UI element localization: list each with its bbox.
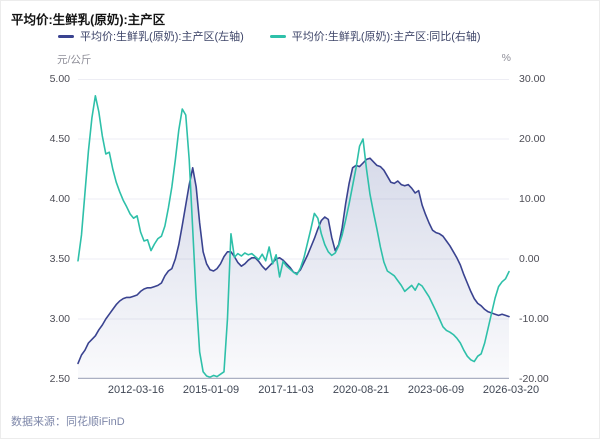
- right-axis-tick: 20.00: [519, 133, 546, 145]
- legend-item-price[interactable]: 平均价:生鲜乳(原奶):主产区(左轴): [58, 28, 244, 44]
- left-axis-tick: 3.50: [49, 253, 70, 265]
- data-source-note: 数据来源：同花顺iFinD: [11, 416, 125, 428]
- legend-label-price: 平均价:生鲜乳(原奶):主产区(左轴): [80, 31, 244, 43]
- left-axis-tick: 2.50: [49, 373, 70, 385]
- x-axis-tick: 2017-11-03: [258, 384, 314, 396]
- plot-area[interactable]: [77, 79, 510, 379]
- left-axis-tick: 4.00: [49, 193, 70, 205]
- x-axis-tick: 2026-03-20: [482, 384, 540, 396]
- legend-item-yoy[interactable]: 平均价:生鲜乳(原奶):主产区:同比(右轴): [269, 28, 481, 44]
- price-area-fill: [78, 158, 509, 379]
- left-axis-tick: 5.00: [49, 73, 70, 85]
- right-axis-tick: -20.00: [519, 373, 549, 385]
- page-title: 平均价:生鲜乳(原奶):主产区: [11, 13, 166, 27]
- x-axis-tick: 2012-03-16: [107, 384, 165, 396]
- right-axis-tick: -10.00: [519, 313, 549, 325]
- x-axis-tick: 2023-06-09: [407, 384, 465, 396]
- yoy-line: [77, 95, 510, 378]
- right-axis-tick: 30.00: [519, 73, 546, 85]
- left-axis-tick: 4.50: [49, 133, 70, 145]
- left-axis-tick: 3.00: [49, 313, 70, 325]
- x-axis-tick: 2020-08-21: [332, 384, 390, 396]
- legend-label-yoy: 平均价:生鲜乳(原奶):主产区:同比(右轴): [291, 31, 481, 43]
- legend: 平均价:生鲜乳(原奶):主产区(左轴) 平均价:生鲜乳(原奶):主产区:同比(右…: [58, 28, 481, 44]
- right-axis-unit: %: [501, 52, 511, 64]
- yoy-line-swatch-icon: [269, 34, 286, 38]
- chart-canvas[interactable]: [77, 79, 510, 379]
- left-axis-unit: 元/公斤: [57, 54, 92, 66]
- price-line-swatch-icon: [58, 34, 74, 38]
- right-axis-tick: 0.00: [519, 253, 540, 265]
- right-axis-tick: 10.00: [519, 193, 546, 205]
- x-axis-tick: 2015-01-09: [182, 384, 240, 396]
